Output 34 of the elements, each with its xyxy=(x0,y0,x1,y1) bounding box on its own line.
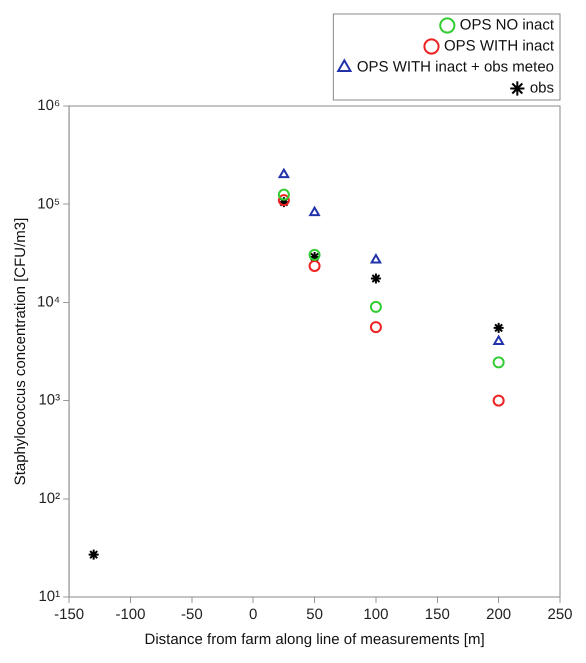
x-axis-title: Distance from farm along line of measurements [m] xyxy=(144,631,485,648)
x-tick-label: -150 xyxy=(54,606,84,624)
point xyxy=(493,335,504,345)
point xyxy=(370,272,382,285)
y-tick-label: 10³ xyxy=(38,392,60,409)
point xyxy=(370,300,382,313)
point xyxy=(370,321,382,334)
point xyxy=(278,168,290,178)
y-tick-label: 10⁴ xyxy=(36,294,60,311)
point xyxy=(492,322,505,334)
y-tick-label: 10² xyxy=(38,490,60,507)
x-tick-label: 0 xyxy=(249,606,258,624)
point xyxy=(492,356,505,368)
x-tick-label: 50 xyxy=(306,606,323,624)
y-tick-label: 10⁵ xyxy=(37,195,60,212)
point xyxy=(308,260,321,272)
point xyxy=(309,206,320,216)
x-tick-label: -100 xyxy=(115,606,146,624)
y-tick-label: 10⁶ xyxy=(37,97,60,114)
point xyxy=(492,394,505,407)
legend-label: OPS WITH inact xyxy=(444,38,555,55)
y-axis-title: Staphylococcus concentration [CFU/m3] xyxy=(12,218,30,486)
x-tick-label: 250 xyxy=(547,606,573,624)
x-tick-label: 200 xyxy=(486,606,512,624)
point xyxy=(370,254,382,264)
legend-label: OPS WITH inact + obs meteo xyxy=(356,58,554,76)
legend-label: obs xyxy=(530,80,554,97)
y-tick-label: 10¹ xyxy=(38,588,60,606)
legend-label: OPS NO inact xyxy=(460,16,555,34)
point xyxy=(278,188,290,201)
x-tick-label: -50 xyxy=(181,606,203,624)
x-tick-label: 100 xyxy=(363,606,388,624)
x-tick-label: 150 xyxy=(424,606,450,624)
point xyxy=(88,548,100,561)
